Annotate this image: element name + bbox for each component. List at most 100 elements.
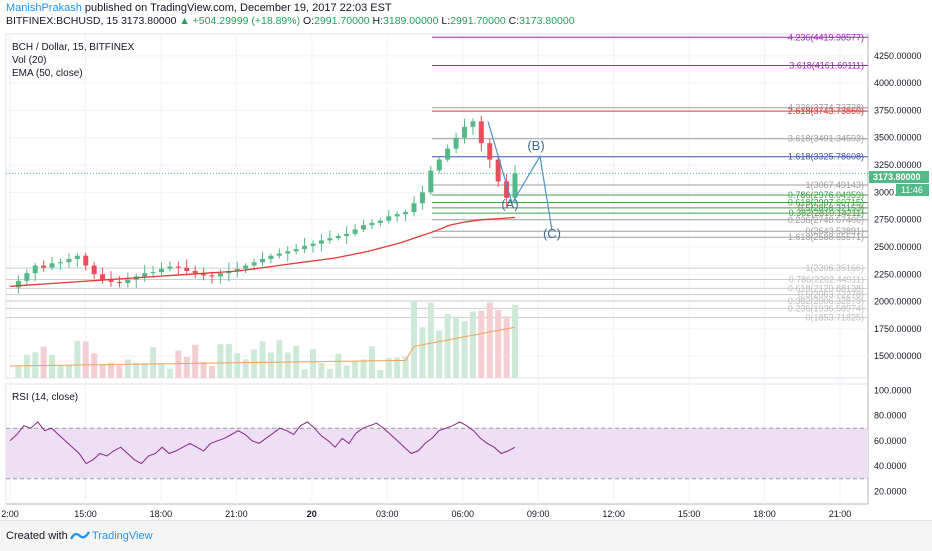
fib-label: 0.236(2748.67406) <box>788 215 864 225</box>
candle-body <box>116 281 122 283</box>
volume-bar <box>394 357 401 378</box>
candle-body <box>175 266 181 268</box>
price-tick-label: 4000.00000 <box>874 78 922 88</box>
publish-line: ManishPrakash published on TradingView.c… <box>6 2 392 14</box>
volume-bar <box>284 352 291 378</box>
fib-label: 0.236(1936.58974) <box>788 303 864 313</box>
volume-bar <box>74 340 81 378</box>
close-value: 3173.80000 <box>519 15 575 27</box>
candle-body <box>335 236 341 239</box>
candle-body <box>487 143 493 160</box>
volume-bar <box>318 363 325 378</box>
candle-body <box>361 225 366 230</box>
author-link[interactable]: ManishPrakash <box>6 2 82 14</box>
price-tick-label: 3750.00000 <box>874 105 922 115</box>
volume-bar <box>200 362 207 378</box>
volume-bar <box>99 364 106 378</box>
chart-canvas[interactable]: 4.236(4419.98577) 3.618(4161.69111) 4.236(… <box>0 28 932 520</box>
time-tick-label: 18:00 <box>753 509 776 519</box>
low-value: 2991.70000 <box>450 15 506 27</box>
candle-body <box>428 170 434 193</box>
volume-bar <box>360 359 367 378</box>
fib-levels: 4.236(4419.98577) 3.618(4161.69111) 4.236(… <box>6 32 868 322</box>
volume-bars <box>15 300 518 378</box>
fib-label: 0(1853.71825) <box>805 312 864 322</box>
candle-body <box>352 229 358 234</box>
candle-body <box>142 273 148 277</box>
volume-bar <box>242 359 249 378</box>
fib-label: 0.5(2063.72278) <box>798 290 864 300</box>
volume-bar <box>377 369 384 378</box>
volume-bar <box>209 366 215 378</box>
volume-bar <box>335 353 342 378</box>
candle-body <box>436 159 442 171</box>
time-tick-label: 09:00 <box>527 509 550 519</box>
rsi-band <box>6 428 868 479</box>
elliott-wave-drawing[interactable]: (A) (B) (C) <box>487 121 561 241</box>
volume-ma-line <box>9 326 516 367</box>
candle-body <box>377 220 383 223</box>
time-tick-label: 12:00 <box>602 509 625 519</box>
time-tick-label: 21:00 <box>225 509 248 519</box>
time-tick-label: 03:00 <box>376 509 399 519</box>
volume-bar <box>175 350 182 378</box>
volume-bar <box>192 344 199 378</box>
ohlc-line: BITFINEX:BCHUSD, 15 3173.80000 ▲ +504.29… <box>6 15 575 27</box>
fib-label: 1(2306.35166) <box>805 263 864 273</box>
rsi-tick-label: 80.0000 <box>874 411 907 421</box>
volume-bar <box>40 346 47 378</box>
volume-bar <box>150 347 157 378</box>
candle-body <box>108 279 114 282</box>
price-axis-labels: 4250.00000 4000.00000 3750.00000 3500.00000… <box>874 51 922 361</box>
volume-bar <box>343 365 350 378</box>
wave-path <box>487 121 553 231</box>
candle-body <box>310 243 316 246</box>
volume-bar <box>368 346 375 378</box>
rsi-tick-label: 20.0000 <box>874 486 907 496</box>
fib-label: 3.618(3491.34593) <box>788 134 864 144</box>
price-pane[interactable] <box>5 33 869 379</box>
volume-bar <box>49 355 56 378</box>
countdown-badge-text: 11:46 <box>901 185 923 195</box>
rsi-line <box>9 421 516 465</box>
fib-label: 1.618(2588.65571) <box>788 232 864 242</box>
legend-title: BCH / Dollar, 15, BITFINEX <box>12 42 135 53</box>
candle-body <box>344 233 350 237</box>
volume-bar <box>486 302 493 378</box>
volume-bar <box>23 354 30 378</box>
volume-bar <box>183 356 190 378</box>
candle-body <box>470 121 476 127</box>
volume-bar <box>91 353 98 378</box>
price-tick-label: 1500.00000 <box>874 351 922 361</box>
volume-bar <box>15 366 22 378</box>
candle-body <box>403 212 409 215</box>
volume-bar <box>503 316 510 378</box>
volume-bar <box>116 365 123 378</box>
candle-body <box>419 192 425 204</box>
price-change: ▲ +504.29999 (+18.89%) <box>179 15 301 27</box>
ema-line <box>9 216 516 287</box>
fib-label: 0.382(2810.14211) <box>789 208 864 218</box>
candle-body <box>209 275 215 277</box>
time-axis-labels: 2:00 15:00 18:00 21:00 20 03:00 06:00 09:00 12:0… <box>1 509 851 519</box>
volume-bar <box>276 340 283 378</box>
legend-vol: Vol (20) <box>12 55 46 66</box>
volume-bar <box>419 327 426 378</box>
high-label: H: <box>372 15 384 27</box>
rsi-tick-label: 100.0000 <box>874 385 912 395</box>
candles <box>15 115 518 294</box>
time-tick-label: 06:00 <box>451 509 474 519</box>
volume-bar <box>166 368 173 378</box>
price-tick-label: 2250.00000 <box>874 269 922 279</box>
candle-body <box>150 272 156 274</box>
tradingview-link[interactable]: TradingView <box>92 530 153 542</box>
candle-body <box>32 265 38 274</box>
fib-label: 1.618(3325.78608) <box>788 152 864 162</box>
candle-body <box>260 258 265 263</box>
close-label: C: <box>508 15 520 27</box>
candle-body <box>234 268 240 271</box>
candle-body <box>462 126 467 138</box>
volume-bar <box>385 357 392 378</box>
volume-bar <box>108 363 114 378</box>
volume-bar <box>436 330 443 378</box>
